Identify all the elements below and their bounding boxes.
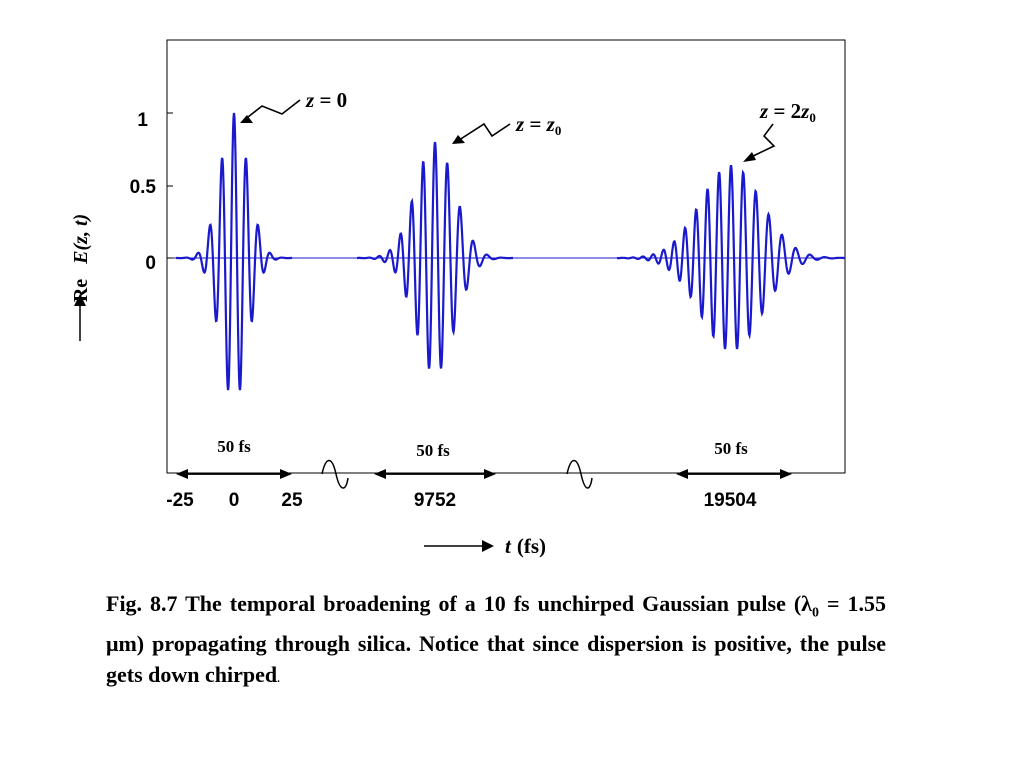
pulse-label-arrowhead (452, 135, 465, 144)
pulse-label-pointer (242, 99, 301, 122)
pulse-trace-z-2z0 (617, 165, 845, 350)
pulse-label-z0: z = 0 (305, 88, 347, 112)
x-axis-arrowhead (482, 540, 494, 552)
span-label: 50 fs (217, 437, 251, 456)
pulse-label-arrowhead (240, 115, 253, 123)
span-arrow (176, 469, 292, 479)
y-tick-label: 0 (145, 253, 156, 274)
svg-text:Re E(z, t): Re E(z, t) (70, 214, 92, 302)
pulse-label-pointer (455, 122, 511, 143)
axis-break-mark (566, 459, 593, 489)
span-label: 50 fs (416, 441, 450, 460)
y-tick-label: 1 (137, 110, 148, 131)
x-axis-label: t (fs) (505, 534, 546, 558)
plot-frame (166, 39, 846, 474)
y-axis-label: Re E(z, t) (70, 214, 92, 302)
pulse-label-z-z0: z = z0 (515, 112, 561, 138)
x-tick-label: 9752 (414, 490, 456, 511)
y-axis-arrowhead (74, 294, 86, 306)
pulse-label-z-2z0: z = 2z0 (759, 99, 816, 125)
pulse-label-arrowhead (743, 152, 756, 162)
x-tick-label: -25 (166, 490, 194, 511)
x-tick-label: 25 (281, 490, 303, 511)
axis-break-mark (321, 459, 349, 489)
x-tick-label: 19504 (704, 490, 757, 511)
pulse-label-pointer (746, 123, 776, 160)
span-arrow (374, 469, 496, 479)
y-tick-label: 0.5 (130, 177, 157, 198)
figure-caption: Fig. 8.7 The temporal broadening of a 10… (106, 591, 886, 688)
pulse-trace-z-z0 (357, 141, 513, 369)
x-tick-label: 0 (229, 490, 240, 511)
span-label: 50 fs (714, 439, 748, 458)
pulse-trace-z0 (176, 112, 292, 391)
span-arrow (676, 469, 792, 479)
